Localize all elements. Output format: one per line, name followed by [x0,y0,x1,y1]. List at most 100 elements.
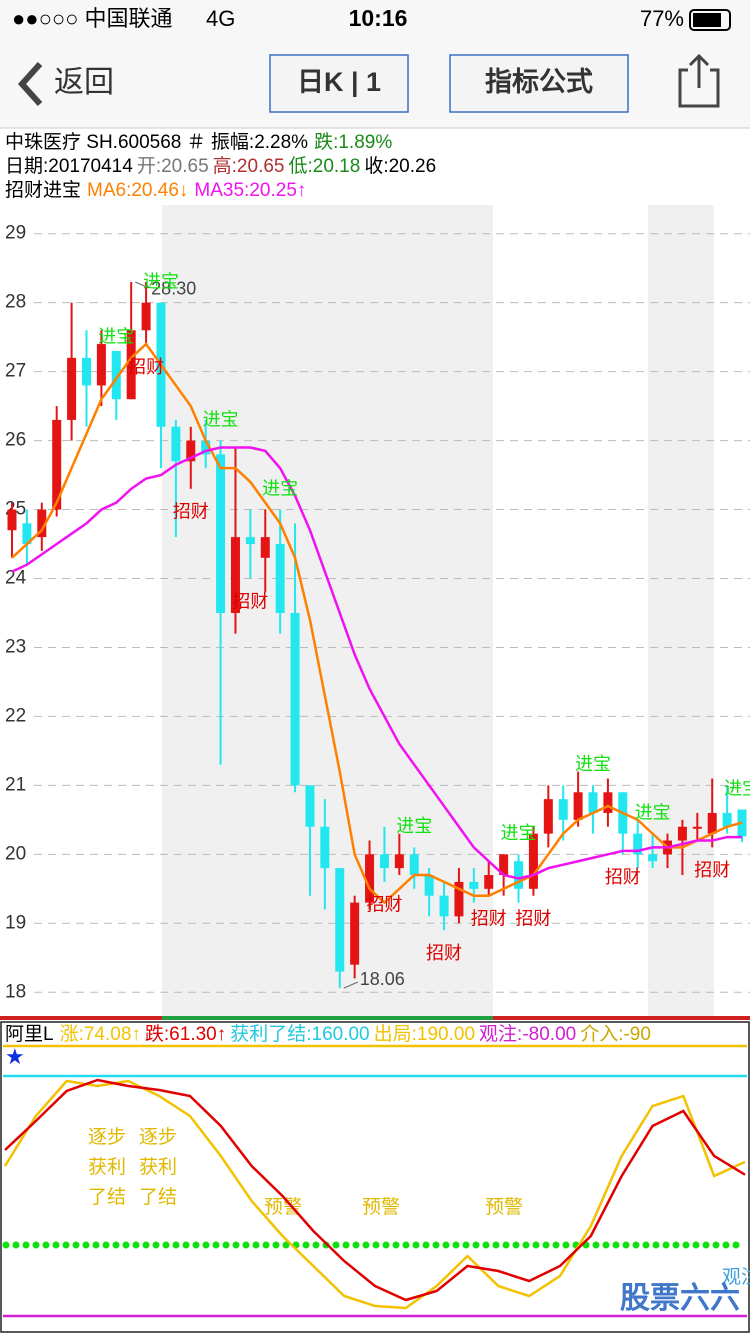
formula-button-box[interactable] [449,54,629,113]
candle-body [52,419,62,510]
candle-body [394,854,404,869]
candle-body [171,426,181,462]
note: 预警 [264,1196,302,1218]
share-icon[interactable] [678,53,720,108]
carrier: ●●○○○ 中国联通 [12,6,173,31]
candle-body [111,350,121,400]
signal: 招财 [366,895,402,915]
min-pointer [343,981,358,989]
signal: 进宝 [143,271,179,291]
signal: 招财 [426,943,462,963]
note: 了结 [139,1186,177,1208]
candle-body [81,357,91,386]
candle-body [588,792,598,813]
candle-body [350,902,360,965]
header-text: 出局:190.00 [374,1023,475,1045]
candle-body [96,344,106,386]
info-text: 收:20.26 [364,155,436,177]
candle-body [216,454,226,613]
signal: 招财 [605,867,641,887]
signal: 进宝 [98,327,134,347]
candle-body [7,509,17,531]
candle-body [603,792,613,813]
info-line: 中珠医疗 SH.600568 ＃ 振幅:2.28% 跌:1.89% [5,131,392,153]
info-text: 日期:20170414 [5,155,133,177]
info-text: 低:20.18 [288,155,360,177]
shade [648,205,714,1017]
header-text: 跌:61.30↑ [145,1023,226,1045]
ma-line [11,446,742,880]
candle-body [558,799,568,820]
period-button[interactable]: 日K | 1 [297,67,381,97]
candle-body [379,854,389,869]
back-arrow[interactable] [17,61,43,107]
y-tick-label: 22 [5,705,26,726]
info-text: MA35:20.25↑ [194,180,306,201]
info-text: 招财进宝 [5,179,81,201]
time: 10:16 [349,5,408,31]
info-text: MA6:20.46↓ [87,180,188,201]
candle-body [528,833,538,889]
signal: 进宝 [262,478,298,498]
candle-body [677,826,687,841]
signal: 进宝 [396,816,432,836]
period-button-box[interactable] [269,54,409,113]
indicator-line [3,1079,746,1310]
y-tick-label: 26 [5,430,26,451]
candle-body [484,875,494,889]
watermark: 股票六六 [620,1282,740,1315]
header-text: 观注:-80.00 [479,1023,576,1045]
info-text: 中珠医疗 SH.600568 ＃ 振幅:2.28% [5,131,308,153]
back-button[interactable]: 返回 [54,66,114,99]
min-label: 18.06 [360,969,405,989]
signal: 招财 [694,860,730,880]
battery: 77% [640,6,684,31]
note: 逐步 [88,1126,126,1148]
candle-body [692,826,702,829]
network: 4G [206,6,235,31]
signal: 招财 [471,908,507,928]
y-tick-label: 23 [5,636,26,657]
candle-body [141,302,151,331]
signal: 进宝 [635,802,671,822]
signal: 招财 [232,591,268,611]
indicator-line [4,1078,746,1302]
candle-body [648,854,658,862]
indicator-frame [0,1021,750,1333]
candle-body [454,881,464,917]
candle-body [230,537,240,613]
signal: 进宝 [203,409,239,429]
candle-body [633,833,643,855]
candle-body [365,854,375,903]
info-text: 高:20.65 [213,155,285,177]
candle-body [409,854,419,876]
candle-body [290,612,300,786]
note: 了结 [88,1186,126,1208]
candle-body [22,523,32,545]
y-tick-label: 29 [5,223,26,244]
candle-body [722,812,732,827]
note: 预警 [485,1196,523,1218]
candle-body [260,537,270,558]
note: 获利 [88,1156,126,1178]
y-tick-label: 24 [5,568,27,589]
candle-body [707,812,717,834]
signal: 招财 [173,502,209,522]
candle-body [37,509,47,538]
candle-body [126,330,136,400]
max-label: 28.30 [151,279,196,299]
signal: 进宝 [501,823,537,843]
candle-body [543,799,553,834]
candle-body [424,875,434,896]
formula-button[interactable]: 指标公式 [485,67,593,97]
indicator-header: 阿里L 涨:74.08↑ 跌:61.30↑ 获利了结:160.00 出局:190.00 观… [5,1023,651,1045]
y-tick-label: 18 [5,981,26,1002]
candle-body [469,881,479,889]
y-tick-label: 20 [5,843,26,864]
max-pointer [134,281,150,289]
y-tick-label: 28 [5,292,26,313]
y-tick-label: 27 [5,361,26,382]
note: 预警 [362,1196,400,1218]
info-line: 招财进宝 MA6:20.46↓ MA35:20.25↑ [5,179,306,201]
